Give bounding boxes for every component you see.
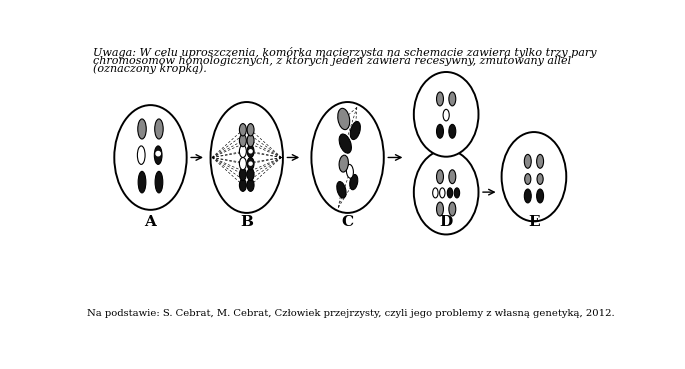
Ellipse shape — [414, 150, 479, 234]
Ellipse shape — [247, 158, 254, 170]
Ellipse shape — [524, 189, 532, 203]
Ellipse shape — [138, 119, 146, 139]
Text: chromosomów homologicznych, z których jeden zawiera recesywny, zmutowany allel: chromosomów homologicznych, z których je… — [93, 55, 571, 66]
Ellipse shape — [536, 189, 544, 203]
Text: Na podstawie: S. Cebrat, M. Cebrat, Człowiek przejrzysty, czyli jego problemy z : Na podstawie: S. Cebrat, M. Cebrat, Czło… — [87, 309, 614, 318]
Circle shape — [156, 151, 160, 156]
Ellipse shape — [449, 124, 456, 138]
Ellipse shape — [449, 170, 456, 184]
Ellipse shape — [443, 109, 449, 121]
Ellipse shape — [240, 168, 247, 180]
Ellipse shape — [114, 105, 187, 210]
Ellipse shape — [247, 168, 254, 180]
Text: Uwaga: W celu uproszczenia, komórka macierzysta na schemacie zawiera tylko trzy : Uwaga: W celu uproszczenia, komórka maci… — [93, 46, 597, 58]
Ellipse shape — [414, 72, 479, 157]
Ellipse shape — [339, 134, 351, 153]
Ellipse shape — [447, 188, 453, 198]
Text: E: E — [528, 215, 540, 229]
Text: B: B — [240, 215, 253, 229]
Text: Na podstawie: S. Cebrat, M. Cebrat,: Na podstawie: S. Cebrat, M. Cebrat, — [0, 368, 1, 369]
Ellipse shape — [524, 154, 532, 168]
Ellipse shape — [440, 188, 445, 198]
Circle shape — [249, 162, 252, 165]
Ellipse shape — [210, 102, 283, 213]
Ellipse shape — [537, 174, 543, 184]
Ellipse shape — [454, 188, 460, 198]
Ellipse shape — [240, 179, 247, 192]
Ellipse shape — [155, 171, 163, 193]
Text: A: A — [145, 215, 156, 229]
Ellipse shape — [436, 92, 443, 106]
Ellipse shape — [449, 92, 456, 106]
Ellipse shape — [247, 124, 254, 136]
Text: D: D — [440, 215, 453, 229]
Ellipse shape — [525, 174, 531, 184]
Ellipse shape — [536, 154, 544, 168]
Ellipse shape — [347, 165, 353, 178]
Circle shape — [249, 150, 252, 153]
Text: (oznaczony kropką).: (oznaczony kropką). — [93, 63, 208, 74]
Ellipse shape — [247, 179, 254, 192]
Ellipse shape — [155, 119, 163, 139]
Text: Człowiek przejrzysty, czyli jego problemy z własną genetyką: Człowiek przejrzysty, czyli jego problem… — [0, 368, 1, 369]
Text: C: C — [342, 215, 353, 229]
Ellipse shape — [138, 146, 145, 165]
Ellipse shape — [154, 146, 162, 165]
Ellipse shape — [312, 102, 384, 213]
Ellipse shape — [350, 175, 358, 190]
Ellipse shape — [247, 134, 254, 147]
Ellipse shape — [247, 145, 254, 158]
Ellipse shape — [337, 182, 346, 198]
Ellipse shape — [339, 155, 349, 172]
Ellipse shape — [338, 108, 350, 130]
Ellipse shape — [240, 134, 247, 147]
Ellipse shape — [436, 170, 443, 184]
Ellipse shape — [433, 188, 438, 198]
Ellipse shape — [449, 202, 456, 216]
Ellipse shape — [240, 158, 247, 170]
Ellipse shape — [240, 145, 247, 158]
Ellipse shape — [350, 121, 360, 139]
Ellipse shape — [436, 202, 443, 216]
Ellipse shape — [501, 132, 566, 221]
Ellipse shape — [240, 124, 247, 136]
Ellipse shape — [436, 124, 443, 138]
Ellipse shape — [138, 171, 146, 193]
